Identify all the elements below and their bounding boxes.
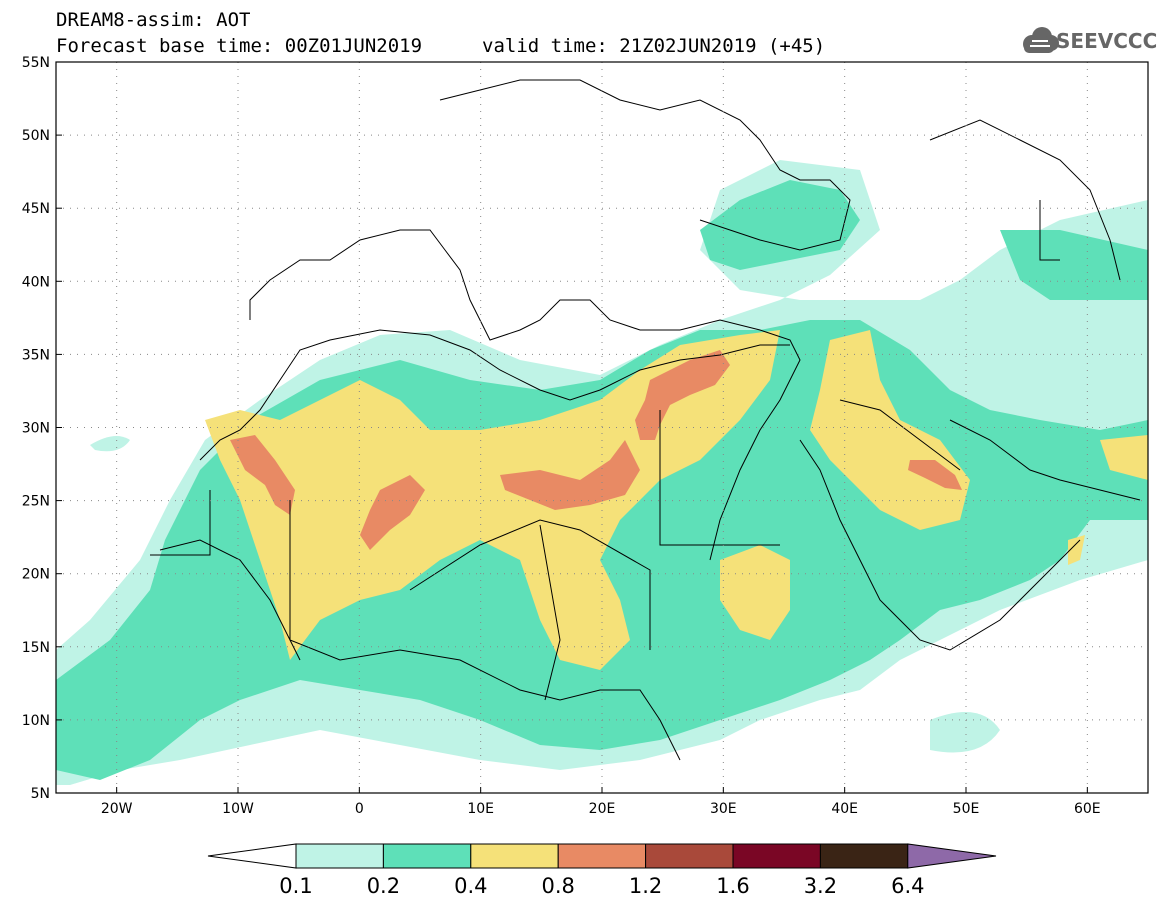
lon-tick-label: 20E [589, 801, 616, 817]
lat-tick-label: 45N [22, 201, 50, 217]
lat-tick-label: 10N [22, 713, 50, 729]
colorbar-label: 0.1 [279, 874, 312, 898]
aot-level-0.4 [1068, 535, 1085, 565]
axis-ticks: 5N 10N 15N 20N 25N 30N 35N 40N 45N 50N 55N 20W 10W 0 1… [22, 55, 1101, 817]
aot-level-0.1 [90, 436, 130, 452]
colorbar-swatch [295, 843, 384, 869]
aot-level-0.8 [908, 460, 962, 490]
aot-level-0.4 [720, 545, 790, 640]
aot-level-0.1 [930, 712, 1000, 753]
lon-tick-label: 0 [355, 801, 364, 817]
logo-text: SEEVCCC [1056, 29, 1158, 53]
aot-level-0.8 [635, 350, 730, 440]
colorbar-swatch [732, 843, 821, 869]
colorbar-label: 0.8 [541, 874, 574, 898]
colorbar-label: 1.2 [629, 874, 662, 898]
colorbar-label: 1.6 [716, 874, 749, 898]
colorbar-underflow [207, 843, 297, 869]
aot-level-0.8 [230, 435, 295, 515]
aot-level-0.2 [700, 180, 860, 270]
map-title: DREAM8-assim: AOT [56, 9, 251, 31]
aot-fields [56, 160, 1148, 785]
valid-time: valid time: 21Z02JUN2019 (+45) [482, 35, 826, 57]
lon-tick-label: 10E [467, 801, 494, 817]
lon-tick-label: 30E [710, 801, 737, 817]
colorbar-overflow [907, 843, 997, 869]
lat-tick-label: 35N [22, 347, 50, 363]
lat-tick-label: 30N [22, 421, 50, 437]
lat-tick-label: 20N [22, 567, 50, 583]
colorbar-label: 0.2 [367, 874, 400, 898]
lon-tick-label: 50E [953, 801, 980, 817]
lat-tick-label: 50N [22, 128, 50, 144]
lat-tick-label: 55N [22, 55, 50, 71]
aot-level-0.4 [205, 330, 780, 670]
lat-tick-label: 15N [22, 640, 50, 656]
lat-tick-label: 25N [22, 494, 50, 510]
aot-level-0.8 [500, 440, 640, 510]
lat-tick-label: 5N [31, 786, 50, 802]
coastlines [150, 79, 1141, 761]
colorbar-swatch [382, 843, 472, 869]
colorbar-swatch [470, 843, 559, 869]
lat-tick-label: 40N [22, 274, 50, 290]
lon-tick-label: 20W [101, 801, 133, 817]
aot-level-0.4 [1100, 435, 1148, 480]
colorbar-label: 3.2 [804, 874, 837, 898]
colorbar-swatch [645, 843, 734, 869]
colorbar-swatch [819, 843, 909, 869]
colorbar-label: 0.4 [454, 874, 487, 898]
aot-level-0.8 [360, 475, 425, 550]
gridlines [56, 62, 1148, 793]
colorbar-swatch [557, 843, 647, 869]
lon-tick-label: 60E [1074, 801, 1101, 817]
colorbar-label: 6.4 [891, 874, 924, 898]
lon-tick-label: 10W [222, 801, 254, 817]
lon-tick-label: 40E [831, 801, 858, 817]
aot-level-0.2 [1000, 230, 1148, 300]
forecast-base-time: Forecast base time: 00Z01JUN2019 [56, 35, 423, 57]
cloud-icon [1023, 27, 1059, 53]
